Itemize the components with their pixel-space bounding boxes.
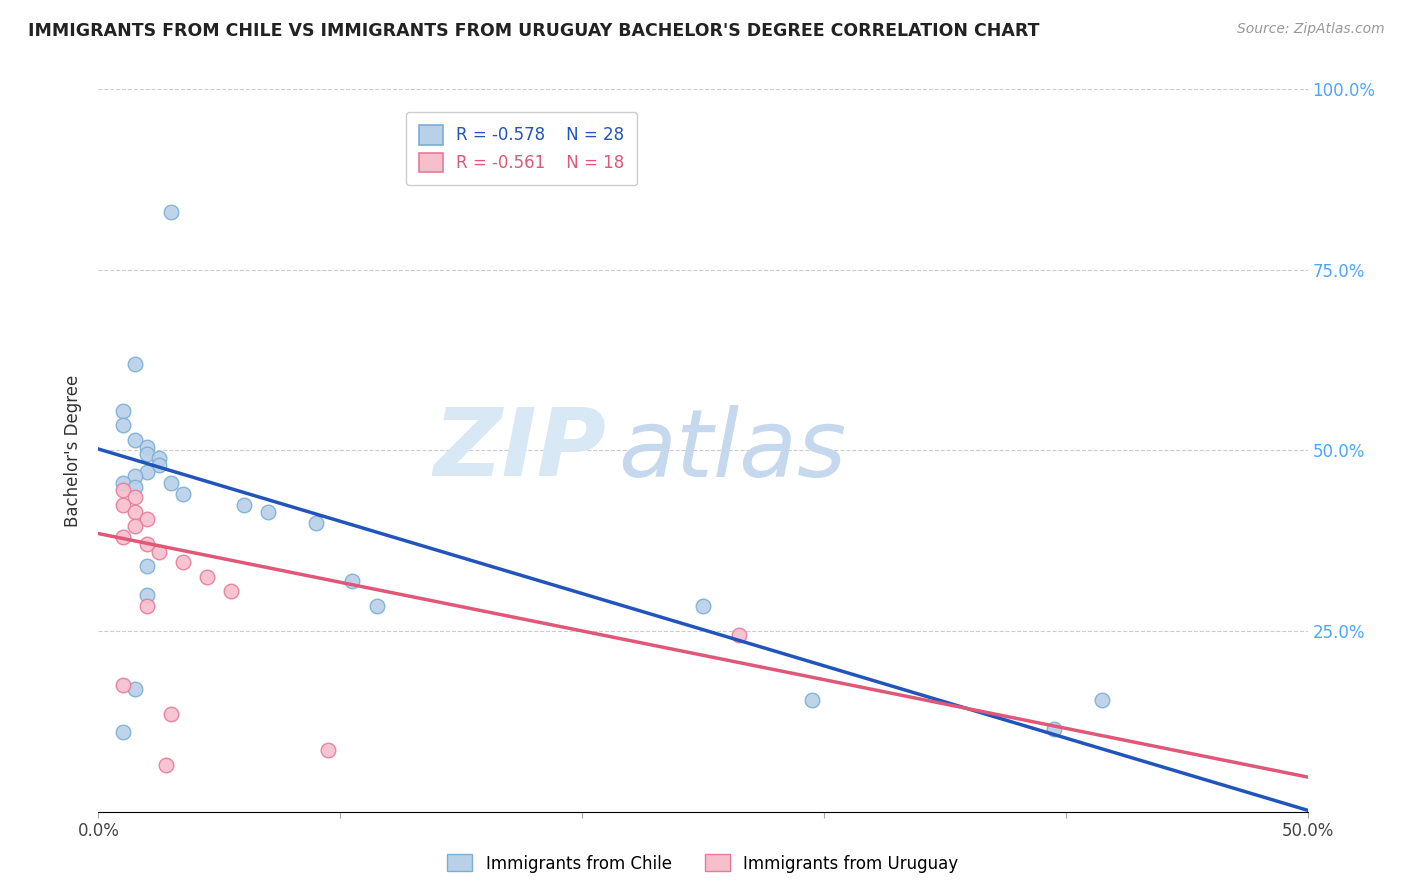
Point — [135, 440, 157, 454]
Legend: R = -0.578    N = 28, R = -0.561    N = 18: R = -0.578 N = 28, R = -0.561 N = 18 — [406, 112, 637, 186]
Text: atlas: atlas — [619, 405, 846, 496]
Point — [124, 433, 146, 447]
Point — [111, 725, 134, 739]
Point — [135, 447, 157, 461]
Point — [124, 505, 146, 519]
Point — [148, 450, 170, 465]
Point — [232, 498, 254, 512]
Legend: Immigrants from Chile, Immigrants from Uruguay: Immigrants from Chile, Immigrants from U… — [440, 847, 966, 880]
Point — [111, 498, 134, 512]
Point — [728, 628, 751, 642]
Point — [111, 418, 134, 433]
Point — [111, 530, 134, 544]
Text: Source: ZipAtlas.com: Source: ZipAtlas.com — [1237, 22, 1385, 37]
Point — [148, 544, 170, 558]
Point — [111, 678, 134, 692]
Point — [135, 537, 157, 551]
Point — [1091, 692, 1114, 706]
Point — [124, 357, 146, 371]
Y-axis label: Bachelor's Degree: Bachelor's Degree — [65, 375, 83, 526]
Point — [111, 475, 134, 490]
Point — [342, 574, 364, 588]
Point — [135, 588, 157, 602]
Point — [221, 584, 243, 599]
Point — [148, 458, 170, 472]
Point — [692, 599, 714, 613]
Point — [111, 483, 134, 498]
Point — [111, 403, 134, 417]
Point — [124, 491, 146, 505]
Point — [135, 465, 157, 479]
Point — [135, 559, 157, 574]
Point — [1042, 722, 1064, 736]
Point — [155, 757, 177, 772]
Point — [195, 570, 218, 584]
Point — [305, 516, 328, 530]
Point — [172, 556, 194, 570]
Point — [172, 487, 194, 501]
Point — [124, 468, 146, 483]
Point — [124, 681, 146, 696]
Point — [800, 692, 823, 706]
Point — [366, 599, 388, 613]
Point — [160, 707, 183, 722]
Point — [160, 475, 183, 490]
Point — [316, 743, 339, 757]
Point — [124, 519, 146, 533]
Point — [135, 512, 157, 526]
Text: ZIP: ZIP — [433, 404, 606, 497]
Point — [124, 480, 146, 494]
Point — [256, 505, 278, 519]
Point — [160, 205, 183, 219]
Point — [135, 599, 157, 613]
Text: IMMIGRANTS FROM CHILE VS IMMIGRANTS FROM URUGUAY BACHELOR'S DEGREE CORRELATION C: IMMIGRANTS FROM CHILE VS IMMIGRANTS FROM… — [28, 22, 1039, 40]
